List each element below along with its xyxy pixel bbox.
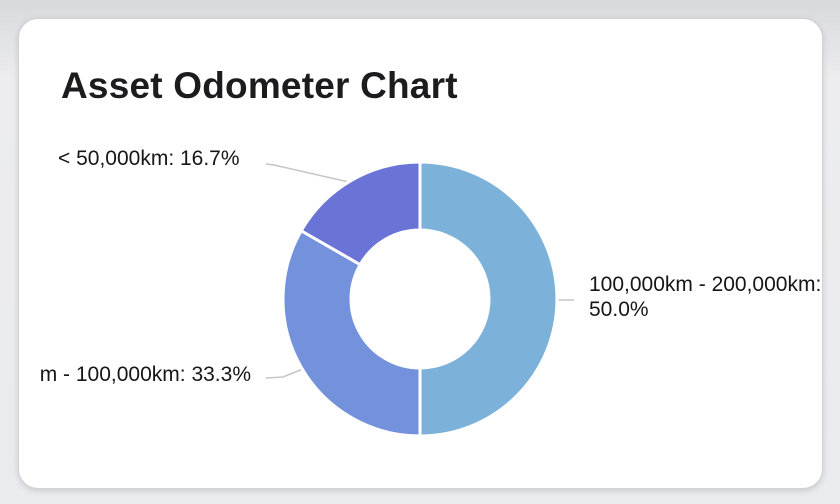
donut-slice-2[interactable] [299,160,422,267]
donut-slice-1[interactable] [281,229,422,438]
donut-chart[interactable] [40,141,821,486]
chart-card: Asset Odometer Chart < 50,000km: 16.7% 1… [18,18,823,489]
chart-title: Asset Odometer Chart [61,65,458,106]
slice-label-100000-200000km-line2: 50.0% [589,298,649,321]
slice-label-50000-100000km: 50,000km - 100,000km: 33.3% [40,363,251,386]
donut-slice-0[interactable] [418,160,559,438]
slice-label-100000-200000km-line1: 100,000km - 200,000km: [589,273,821,296]
connector-line-bottom-left [265,368,304,379]
label-connector-lines [265,163,574,379]
chart-canvas: < 50,000km: 16.7% 100,000km - 200,000km:… [40,141,821,486]
connector-line-top-left [265,163,354,184]
slice-label-under-50000km: < 50,000km: 16.7% [58,147,240,170]
slice-label-100000-200000km: 100,000km - 200,000km: 50.0% [589,272,821,322]
